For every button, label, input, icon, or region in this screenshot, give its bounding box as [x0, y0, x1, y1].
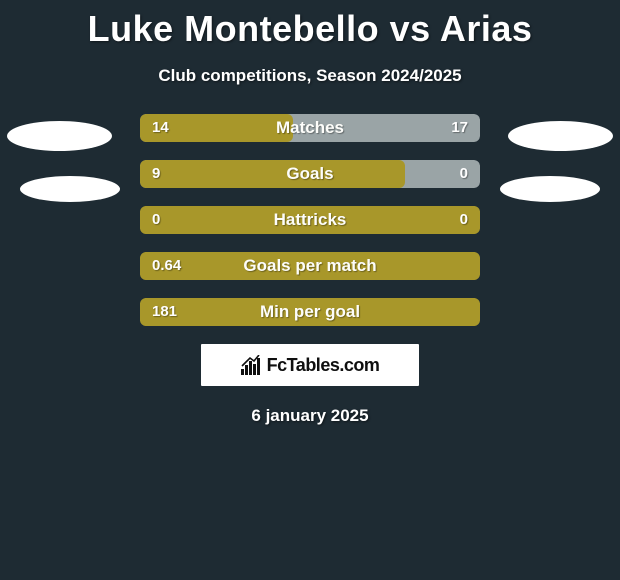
player-left-club-placeholder: [20, 176, 120, 202]
stat-row-min-per-goal: 181 Min per goal: [140, 298, 480, 326]
logo: FcTables.com: [241, 355, 380, 376]
stat-right-value: 17: [451, 114, 468, 142]
stat-right-value: 0: [460, 206, 468, 234]
stat-label: Hattricks: [140, 206, 480, 234]
stat-right-value: 0: [460, 160, 468, 188]
stat-row-hattricks: 0 Hattricks 0: [140, 206, 480, 234]
player-left-photo-placeholder: [7, 121, 112, 151]
comparison-subtitle: Club competitions, Season 2024/2025: [0, 66, 620, 86]
logo-box: FcTables.com: [201, 344, 419, 386]
logo-text: FcTables.com: [267, 355, 380, 376]
stat-label: Matches: [140, 114, 480, 142]
stat-row-matches: 14 Matches 17: [140, 114, 480, 142]
generation-date: 6 january 2025: [0, 406, 620, 426]
stat-label: Goals per match: [140, 252, 480, 280]
chart-icon: [241, 355, 263, 375]
stats-rows: 14 Matches 17 9 Goals 0 0 Hattricks 0 0.…: [140, 114, 480, 326]
stat-label: Goals: [140, 160, 480, 188]
stat-label: Min per goal: [140, 298, 480, 326]
comparison-title: Luke Montebello vs Arias: [0, 0, 620, 50]
player-right-photo-placeholder: [508, 121, 613, 151]
stat-row-goals: 9 Goals 0: [140, 160, 480, 188]
stat-row-goals-per-match: 0.64 Goals per match: [140, 252, 480, 280]
player-right-club-placeholder: [500, 176, 600, 202]
